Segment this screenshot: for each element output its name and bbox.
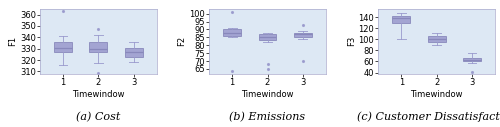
X-axis label: Timewindow: Timewindow (241, 90, 294, 99)
PathPatch shape (428, 36, 446, 42)
Y-axis label: F2: F2 (178, 36, 186, 46)
PathPatch shape (125, 47, 142, 57)
PathPatch shape (90, 42, 107, 52)
PathPatch shape (224, 29, 241, 36)
PathPatch shape (392, 15, 410, 23)
Y-axis label: F1: F1 (8, 36, 17, 46)
PathPatch shape (294, 33, 312, 37)
Text: (a) Cost: (a) Cost (76, 112, 120, 122)
Text: (c) Customer Dissatisfaction: (c) Customer Dissatisfaction (356, 111, 500, 122)
X-axis label: Timewindow: Timewindow (410, 90, 463, 99)
PathPatch shape (463, 58, 481, 61)
PathPatch shape (258, 34, 276, 41)
PathPatch shape (54, 42, 72, 52)
Y-axis label: F3: F3 (346, 36, 356, 46)
X-axis label: Timewindow: Timewindow (72, 90, 124, 99)
Text: (b) Emissions: (b) Emissions (230, 112, 306, 122)
